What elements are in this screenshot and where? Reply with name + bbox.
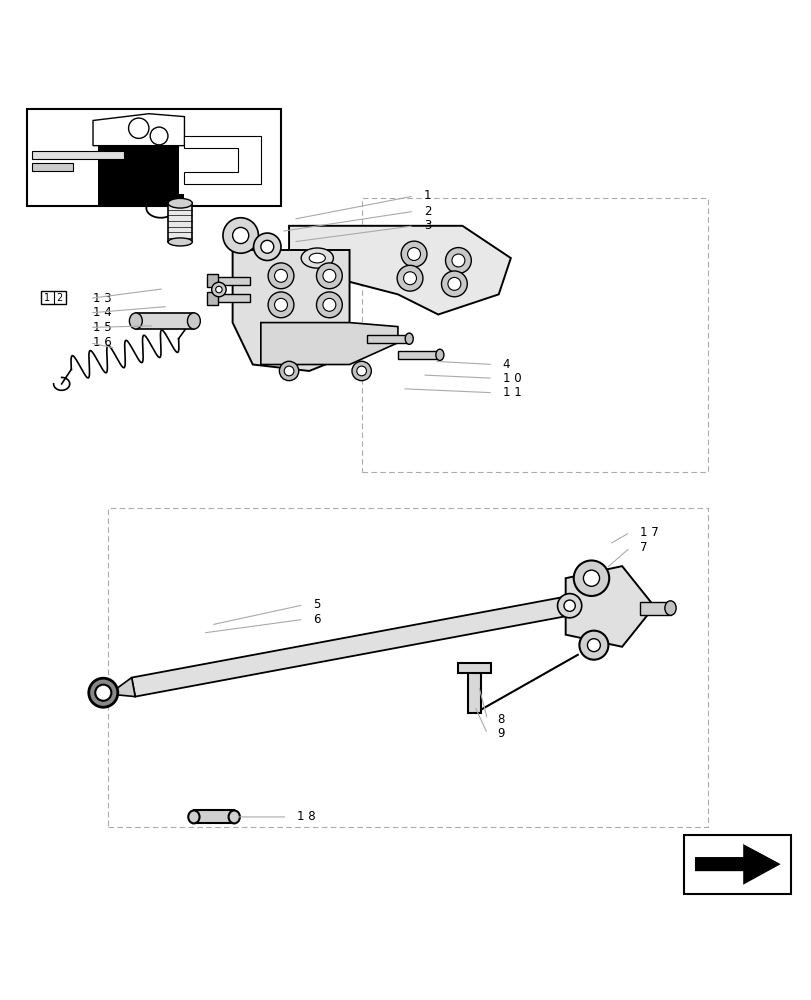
Text: 1 4: 1 4 — [93, 306, 112, 319]
Text: 3: 3 — [423, 219, 431, 232]
Bar — [207, 274, 218, 287]
Polygon shape — [260, 323, 397, 365]
Circle shape — [441, 271, 466, 297]
Ellipse shape — [664, 601, 676, 615]
Text: 5: 5 — [313, 598, 320, 611]
Circle shape — [216, 286, 222, 293]
Circle shape — [445, 248, 470, 273]
Circle shape — [260, 240, 273, 253]
Text: 1 6: 1 6 — [93, 336, 112, 349]
Bar — [41, 291, 66, 304]
Circle shape — [582, 570, 599, 586]
Text: 1 7: 1 7 — [639, 526, 658, 539]
Bar — [98, 194, 184, 206]
Polygon shape — [565, 566, 654, 647]
Circle shape — [403, 272, 416, 285]
Ellipse shape — [436, 349, 444, 360]
Circle shape — [323, 269, 336, 282]
Bar — [208, 294, 250, 302]
Circle shape — [88, 678, 118, 707]
Circle shape — [573, 560, 608, 596]
Bar — [397, 351, 440, 359]
Polygon shape — [114, 678, 135, 697]
Bar — [639, 602, 670, 615]
Circle shape — [397, 265, 423, 291]
Polygon shape — [289, 226, 510, 315]
Bar — [27, 109, 281, 206]
Polygon shape — [694, 844, 780, 885]
Text: 1 8: 1 8 — [297, 810, 315, 823]
Text: 1 3: 1 3 — [93, 292, 112, 305]
Text: 7: 7 — [639, 541, 646, 554]
Circle shape — [284, 366, 294, 376]
Text: 9: 9 — [496, 727, 504, 740]
Ellipse shape — [309, 253, 325, 263]
Ellipse shape — [557, 594, 581, 618]
Circle shape — [356, 366, 366, 376]
Circle shape — [279, 361, 298, 381]
Circle shape — [448, 277, 461, 290]
Circle shape — [128, 118, 148, 138]
Circle shape — [274, 298, 287, 311]
Circle shape — [452, 254, 465, 267]
Text: 8: 8 — [496, 713, 504, 726]
Circle shape — [586, 639, 599, 652]
Circle shape — [150, 127, 168, 145]
Text: 6: 6 — [313, 613, 320, 626]
Circle shape — [95, 685, 111, 701]
Circle shape — [223, 218, 258, 253]
Bar — [32, 151, 123, 159]
Circle shape — [274, 269, 287, 282]
Circle shape — [401, 241, 427, 267]
Bar — [458, 663, 490, 673]
Text: 1 0: 1 0 — [502, 372, 521, 385]
Text: 4: 4 — [502, 358, 509, 371]
Circle shape — [316, 263, 342, 289]
Circle shape — [323, 298, 336, 311]
Polygon shape — [742, 844, 780, 864]
Bar — [168, 203, 192, 242]
Ellipse shape — [188, 810, 200, 823]
Bar — [367, 335, 409, 343]
Ellipse shape — [229, 810, 239, 823]
Bar — [467, 669, 480, 713]
Text: 1: 1 — [423, 189, 431, 202]
Bar — [194, 810, 234, 823]
Text: 1 5: 1 5 — [93, 321, 112, 334]
Ellipse shape — [405, 333, 413, 344]
Text: 2: 2 — [423, 205, 431, 218]
Bar — [207, 292, 218, 305]
Bar — [32, 163, 73, 171]
Polygon shape — [131, 597, 567, 697]
Bar — [208, 277, 250, 285]
Polygon shape — [93, 114, 184, 146]
Ellipse shape — [129, 313, 142, 329]
Ellipse shape — [301, 248, 333, 268]
Bar — [98, 143, 179, 201]
Text: 2: 2 — [57, 293, 62, 303]
Circle shape — [212, 282, 226, 297]
Circle shape — [316, 292, 342, 318]
Circle shape — [268, 263, 294, 289]
Circle shape — [253, 233, 281, 260]
Circle shape — [268, 292, 294, 318]
Text: 1 1: 1 1 — [502, 386, 521, 399]
Ellipse shape — [168, 198, 192, 208]
Circle shape — [232, 227, 248, 244]
Circle shape — [579, 631, 607, 660]
Bar — [684, 835, 791, 894]
Ellipse shape — [564, 600, 574, 611]
Circle shape — [407, 248, 420, 260]
Ellipse shape — [168, 238, 192, 246]
Ellipse shape — [187, 313, 200, 329]
Polygon shape — [232, 250, 349, 371]
Text: 1: 1 — [44, 293, 49, 303]
Circle shape — [351, 361, 371, 381]
Polygon shape — [184, 136, 260, 184]
Bar — [135, 313, 194, 329]
